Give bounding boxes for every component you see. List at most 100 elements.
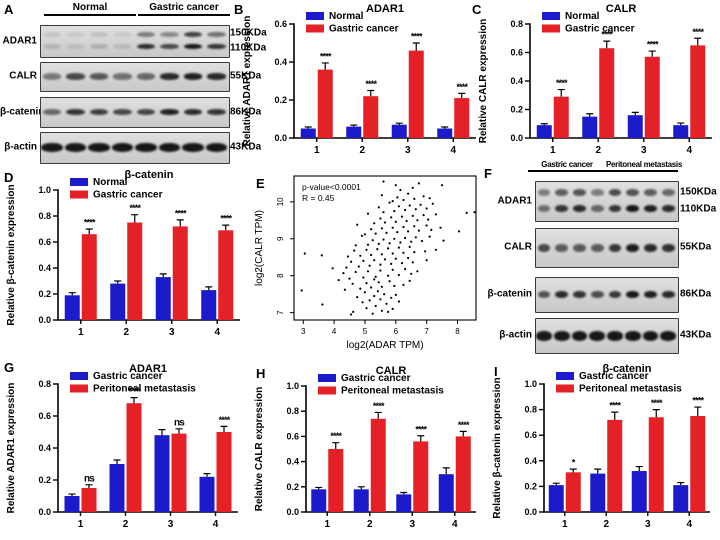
data-point bbox=[345, 266, 348, 269]
y-tick-label: 0.6 bbox=[274, 19, 287, 29]
data-point bbox=[359, 287, 362, 290]
error-bar bbox=[350, 124, 358, 127]
blot-band bbox=[183, 108, 202, 116]
y-tick-label: 0.2 bbox=[524, 481, 537, 491]
data-point bbox=[373, 294, 376, 298]
error-bar bbox=[175, 428, 183, 434]
error-bar bbox=[395, 122, 403, 125]
western-blot-panel-a: Normal Gastric cancer ADAR1 150KDa 110KDa CAL… bbox=[0, 0, 282, 166]
bar-peritoneal-metastasis bbox=[328, 449, 344, 512]
kda-label: 86KDa bbox=[230, 106, 262, 117]
chart-svg-B: ADAR1 Relative ADAR1 expression 0.0 0.2 0.4 0… bbox=[242, 3, 476, 156]
significance-label: **** bbox=[556, 78, 568, 88]
blot-band bbox=[136, 43, 155, 50]
bar-normal bbox=[582, 116, 598, 138]
blot-band bbox=[207, 73, 226, 80]
blot-band bbox=[590, 204, 604, 212]
blot-band bbox=[661, 189, 675, 197]
data-point bbox=[411, 186, 414, 189]
x-tick-label: 2 bbox=[123, 519, 129, 530]
error-bar bbox=[68, 493, 76, 496]
blot-band bbox=[42, 43, 61, 50]
bar-gastric-cancer bbox=[644, 56, 660, 138]
data-point bbox=[425, 259, 428, 262]
legend-swatch bbox=[70, 190, 88, 199]
error-bar bbox=[652, 409, 660, 418]
data-point bbox=[404, 236, 407, 240]
blot-band bbox=[136, 31, 155, 38]
y-tick-label: 0.4 bbox=[510, 76, 523, 86]
y-tick-label: 0.8 bbox=[286, 406, 299, 416]
blot-band bbox=[42, 73, 61, 80]
error-bar bbox=[176, 219, 184, 227]
error-bar bbox=[315, 486, 323, 490]
x-tick-label: 1 bbox=[78, 519, 84, 530]
y-tick-label: 0.8 bbox=[38, 379, 51, 389]
data-point bbox=[356, 223, 359, 226]
chart-svg-C: CALR Relative CALR expression 0.0 0.2 0.4 0.6… bbox=[478, 3, 712, 156]
bar-gastric-cancer bbox=[218, 230, 234, 320]
data-point bbox=[391, 200, 394, 203]
error-bar bbox=[648, 50, 656, 57]
blot-band bbox=[205, 143, 227, 153]
x-tick-label: 3 bbox=[405, 145, 411, 156]
error-bar bbox=[677, 122, 685, 126]
chart-title: CALR bbox=[606, 3, 637, 15]
data-point bbox=[391, 226, 394, 229]
blot-group-header: Normal bbox=[44, 2, 136, 16]
data-point bbox=[351, 282, 354, 285]
blot-band bbox=[160, 73, 179, 80]
error-bar bbox=[400, 491, 408, 495]
blot-band bbox=[573, 204, 586, 212]
blot-band bbox=[537, 290, 551, 299]
data-point bbox=[373, 222, 376, 225]
bar-normal bbox=[437, 128, 453, 138]
blot-band bbox=[642, 330, 659, 341]
data-point bbox=[377, 242, 380, 245]
blot-band bbox=[89, 73, 108, 80]
panel-label-f: F bbox=[484, 166, 492, 181]
blot-band bbox=[590, 189, 604, 197]
data-point bbox=[408, 204, 411, 207]
data-point bbox=[399, 241, 402, 244]
legend-swatch bbox=[542, 24, 560, 33]
kda-label: 86KDa bbox=[680, 288, 712, 300]
bar-chart-adar1-cancer-vs-metastasis: ADAR1 Relative ADAR1 expression 0.0 0.2 0.4 0… bbox=[2, 360, 246, 536]
bar-chart-bcatenin-normal-vs-cancer: β-catenin Relative β-catenin expression 0.… bbox=[2, 166, 248, 344]
y-tick-label: 1.0 bbox=[286, 381, 299, 391]
legend-swatch bbox=[306, 12, 324, 20]
significance-label: **** bbox=[373, 401, 385, 411]
blot-group-header: Peritoneal metastasis bbox=[606, 160, 682, 172]
bar-normal bbox=[110, 283, 126, 320]
data-point bbox=[365, 248, 368, 251]
data-point bbox=[422, 195, 425, 198]
x-tick-label: 2 bbox=[367, 519, 373, 530]
data-point bbox=[393, 284, 396, 288]
blot-band bbox=[608, 204, 622, 212]
error-bar bbox=[459, 430, 467, 437]
data-point bbox=[411, 261, 414, 264]
significance-label: **** bbox=[175, 208, 187, 218]
error-bar bbox=[158, 429, 166, 436]
data-point bbox=[416, 270, 419, 273]
bar-gastric-cancer bbox=[353, 489, 369, 512]
error-bar bbox=[205, 286, 213, 291]
y-tick-label: 0.2 bbox=[286, 482, 299, 492]
bar-gastric-cancer bbox=[553, 96, 569, 138]
error-bar bbox=[367, 89, 375, 97]
error-bar bbox=[441, 126, 449, 129]
x-tick-label: 2 bbox=[123, 327, 129, 338]
data-point bbox=[388, 280, 391, 283]
data-point bbox=[405, 219, 408, 223]
blot-row-label: ADAR1 bbox=[2, 35, 37, 46]
blot-band bbox=[42, 31, 61, 38]
blot-band bbox=[607, 330, 623, 341]
data-point bbox=[419, 203, 422, 206]
error-bar bbox=[540, 123, 548, 126]
error-bar bbox=[552, 482, 560, 486]
data-point bbox=[397, 300, 400, 303]
blot-band bbox=[113, 108, 132, 116]
x-tick-label: 2 bbox=[595, 145, 601, 156]
bar-peritoneal-metastasis bbox=[455, 436, 471, 512]
significance-label: **** bbox=[647, 40, 659, 50]
